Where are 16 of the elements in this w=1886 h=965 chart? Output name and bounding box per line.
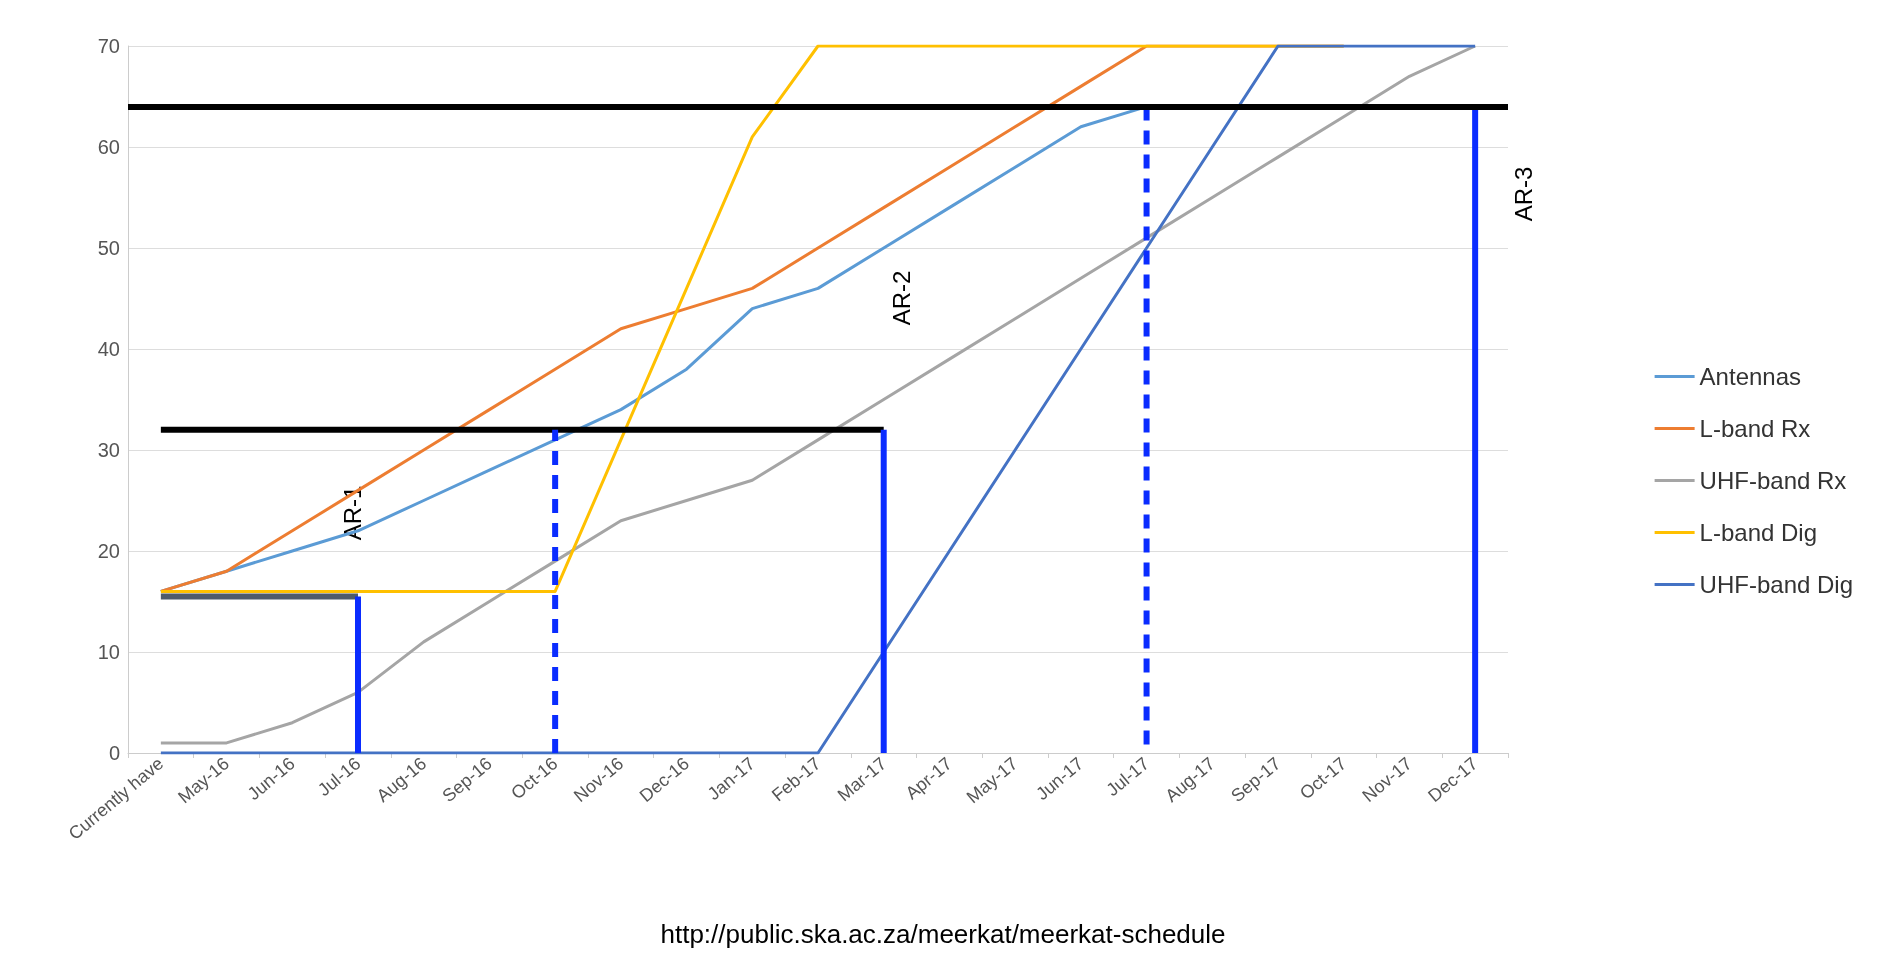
y-tick-label: 30 xyxy=(97,439,120,461)
y-tick-label: 60 xyxy=(97,136,120,158)
annotation: AR-2 xyxy=(887,270,915,326)
text: AR-3 xyxy=(1509,166,1537,222)
y-tick-label: 0 xyxy=(108,742,120,764)
legend-label: Antennas xyxy=(1699,363,1802,390)
y-tick-label: 70 xyxy=(97,35,120,57)
legend-label: L-band Dig xyxy=(1699,519,1818,546)
legend-label: UHF-band Rx xyxy=(1699,467,1847,494)
legend-label: UHF-band Dig xyxy=(1699,571,1853,598)
y-tick-label: 20 xyxy=(97,540,120,562)
y-tick-label: 10 xyxy=(97,641,120,663)
y-tick-label: 40 xyxy=(97,338,120,360)
y-tick-label: 50 xyxy=(97,237,120,259)
legend-label: L-band Rx xyxy=(1699,415,1811,442)
text: http://public.ska.ac.za/meerkat/meerkat-schedule xyxy=(660,919,1226,949)
